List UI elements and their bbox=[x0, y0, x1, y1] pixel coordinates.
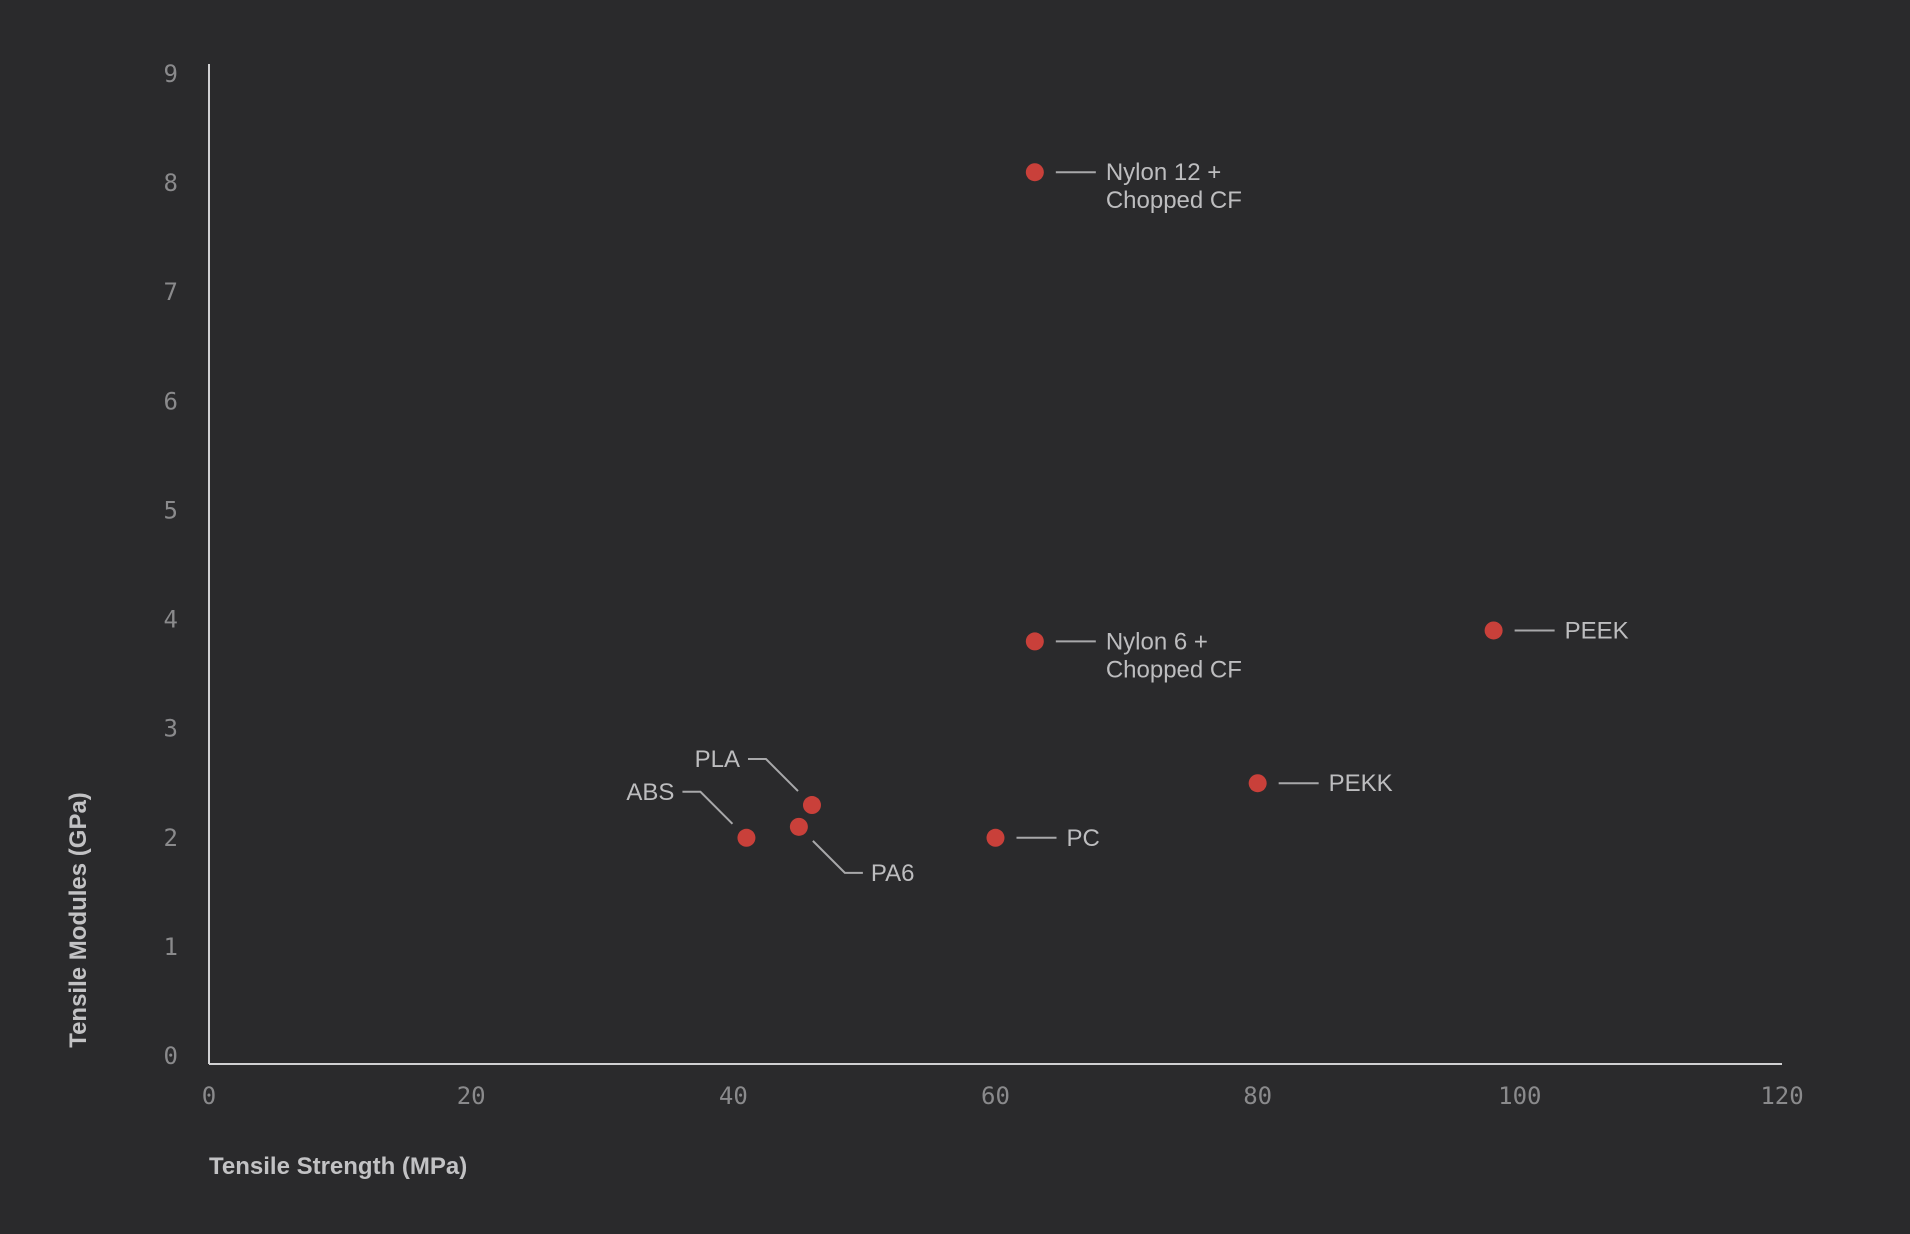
x-tick-label: 20 bbox=[457, 1082, 486, 1110]
data-point bbox=[789, 817, 808, 836]
x-tick-label: 0 bbox=[202, 1082, 216, 1110]
data-point bbox=[1025, 632, 1044, 651]
point-label-line: Nylon 6 + bbox=[1106, 628, 1208, 655]
x-tick-label: 120 bbox=[1760, 1082, 1803, 1110]
y-tick-label: 7 bbox=[164, 278, 178, 306]
x-tick-label: 100 bbox=[1498, 1082, 1541, 1110]
data-point bbox=[1484, 621, 1503, 640]
data-point bbox=[737, 828, 756, 847]
point-label-line: PC bbox=[1067, 825, 1100, 852]
data-point bbox=[986, 828, 1005, 847]
y-tick-label: 0 bbox=[164, 1042, 178, 1070]
y-tick-label: 2 bbox=[164, 824, 178, 852]
y-tick-label: 5 bbox=[164, 496, 178, 524]
point-label: Nylon 6 + Chopped CF bbox=[1106, 628, 1242, 683]
data-point bbox=[802, 796, 821, 815]
point-label: PC bbox=[1067, 825, 1100, 852]
x-axis-title: Tensile Strength (MPa) bbox=[209, 1153, 467, 1180]
data-point bbox=[1248, 774, 1267, 793]
y-tick-label: 1 bbox=[164, 933, 178, 961]
y-tick-label: 9 bbox=[164, 60, 178, 88]
x-tick-labels: 0 20 40 60 80 100 120 bbox=[202, 1082, 1804, 1110]
x-tick-label: 40 bbox=[719, 1082, 748, 1110]
y-tick-label: 4 bbox=[164, 606, 178, 634]
point-label-line: PA6 bbox=[871, 860, 915, 887]
point-label: PEEK bbox=[1565, 617, 1629, 644]
point-label-line: PEKK bbox=[1329, 770, 1393, 797]
data-point bbox=[1025, 163, 1044, 182]
x-tick-label: 80 bbox=[1243, 1082, 1272, 1110]
point-label-line: Chopped CF bbox=[1106, 187, 1242, 214]
y-axis-title: Tensile Modules (GPa) bbox=[65, 792, 92, 1048]
y-tick-label: 8 bbox=[164, 169, 178, 197]
x-tick-label: 60 bbox=[981, 1082, 1010, 1110]
y-tick-label: 3 bbox=[164, 715, 178, 743]
point-label: Nylon 12 + Chopped CF bbox=[1106, 159, 1242, 214]
y-tick-label: 6 bbox=[164, 387, 178, 415]
y-tick-labels: 0 1 2 3 4 5 6 7 8 9 bbox=[164, 60, 178, 1070]
point-label: PEKK bbox=[1329, 770, 1393, 797]
label-leader-line bbox=[747, 758, 799, 792]
point-label-line: PEEK bbox=[1565, 617, 1629, 644]
point-label-line: ABS bbox=[626, 779, 674, 806]
point-label: ABS bbox=[626, 779, 674, 806]
label-leader-line bbox=[682, 790, 734, 825]
point-label-line: Nylon 12 + bbox=[1106, 159, 1221, 186]
data-points bbox=[737, 163, 1503, 847]
point-label: PLA bbox=[695, 746, 740, 773]
point-label: PA6 bbox=[871, 860, 915, 887]
label-leader-lines bbox=[682, 171, 1555, 874]
point-label-line: Chopped CF bbox=[1106, 656, 1242, 683]
label-leader-line bbox=[812, 840, 863, 874]
point-label-line: PLA bbox=[695, 746, 740, 773]
